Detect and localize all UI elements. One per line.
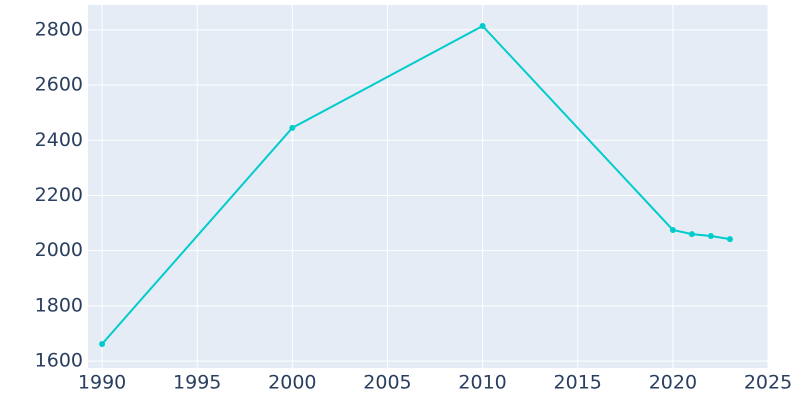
data-point: [289, 124, 296, 131]
data-point: [479, 22, 486, 29]
y-tick-label: 2000: [35, 239, 83, 261]
y-tick-label: 2600: [35, 74, 83, 96]
y-tick-label: 2800: [35, 18, 83, 40]
x-tick-label: 1995: [173, 372, 221, 394]
data-point: [688, 231, 695, 238]
data-point: [707, 233, 714, 240]
x-tick-label: 2015: [554, 372, 602, 394]
x-tick-label: 2020: [649, 372, 697, 394]
data-point: [726, 236, 733, 243]
y-tick-label: 2200: [35, 184, 83, 206]
y-tick-label: 1600: [35, 350, 83, 372]
x-tick-label: 2005: [363, 372, 411, 394]
x-tick-label: 2025: [744, 372, 792, 394]
plot-area: [88, 5, 768, 368]
x-tick-label: 2000: [268, 372, 316, 394]
data-point: [669, 226, 676, 233]
x-tick-label: 1990: [78, 372, 126, 394]
y-tick-label: 2400: [35, 129, 83, 151]
data-point: [99, 340, 106, 347]
x-tick-label: 2010: [458, 372, 506, 394]
y-tick-label: 1800: [35, 294, 83, 316]
